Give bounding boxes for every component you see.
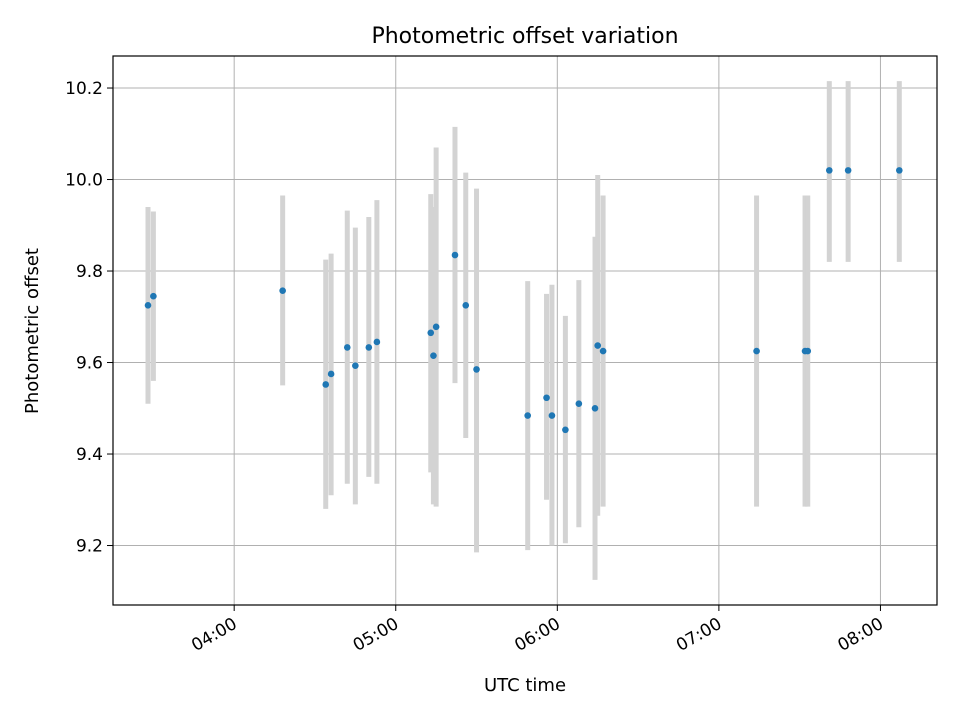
data-point — [599, 347, 607, 355]
grid — [113, 56, 937, 605]
data-point — [896, 167, 903, 174]
data-point — [279, 287, 286, 294]
data-point — [451, 251, 459, 259]
data-point — [594, 342, 602, 349]
data-point — [753, 347, 760, 355]
data-point — [432, 323, 440, 331]
data-point — [591, 404, 599, 412]
data-point — [524, 412, 531, 419]
data-point — [548, 412, 556, 419]
data-point — [427, 329, 435, 337]
data-point — [343, 344, 351, 351]
y-axis-label: Photometric offset — [22, 248, 43, 414]
data-point — [327, 370, 335, 378]
data-point — [322, 381, 330, 388]
x-axis-label: UTC time — [484, 675, 566, 696]
data-point — [473, 366, 480, 373]
y-tick-label: 9.4 — [76, 445, 103, 465]
data-point — [144, 302, 152, 309]
data-point — [562, 426, 569, 434]
y-axis-ticks: 9.2 9.4 9.6 9.8 10.0 10.2 — [65, 79, 113, 557]
data-point — [825, 167, 833, 174]
y-tick-label: 9.2 — [76, 537, 103, 557]
plot-frame — [112, 55, 938, 606]
data-point — [462, 302, 470, 309]
data-point — [373, 338, 381, 346]
y-tick-label: 9.6 — [76, 354, 103, 374]
data-point — [365, 344, 373, 351]
y-tick-label: 10.0 — [65, 171, 103, 191]
data-point — [430, 352, 437, 359]
data-point — [543, 394, 550, 402]
data-point — [844, 167, 852, 174]
y-tick-label: 10.2 — [65, 79, 103, 99]
data-points — [144, 167, 903, 434]
data-point — [150, 292, 157, 300]
data-point — [575, 400, 583, 408]
data-point — [804, 347, 812, 355]
data-point — [352, 362, 359, 370]
y-tick-label: 9.8 — [76, 262, 103, 282]
chart-title: Photometric offset variation — [371, 24, 678, 49]
